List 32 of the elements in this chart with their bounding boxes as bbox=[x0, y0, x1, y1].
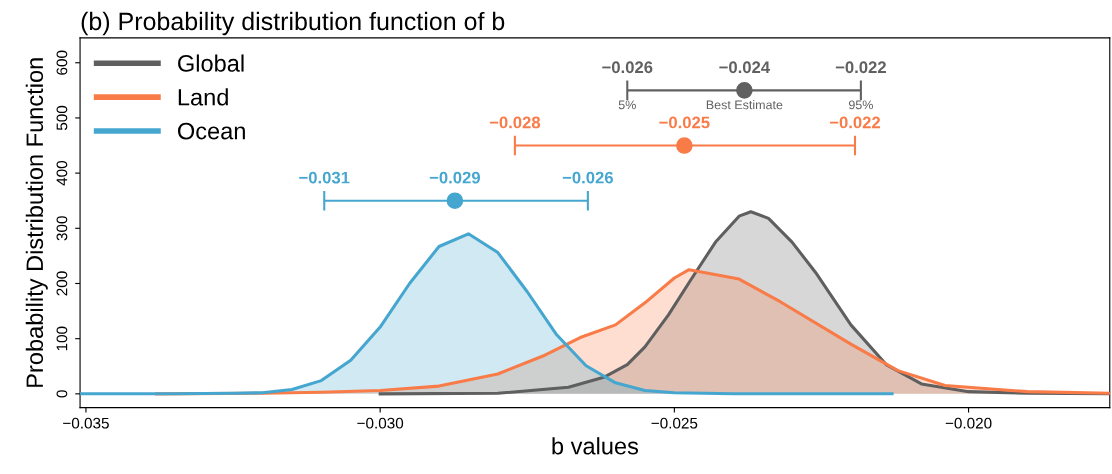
annotation: −0.022 bbox=[835, 61, 886, 74]
annotation: Best Estimate bbox=[706, 100, 783, 110]
point bbox=[676, 137, 693, 154]
annotation: −0.031 bbox=[299, 171, 350, 184]
annotation: −0.028 bbox=[489, 116, 541, 129]
x-tick-label: −0.025 bbox=[651, 417, 698, 429]
annotation: −0.024 bbox=[719, 61, 771, 74]
annotation: 95% bbox=[848, 100, 873, 110]
point bbox=[446, 192, 464, 210]
x-tick-label: −0.020 bbox=[945, 417, 992, 429]
y-tick-label: 100 bbox=[56, 326, 68, 351]
legend-label: Global bbox=[178, 54, 244, 72]
y-tick-label: 600 bbox=[56, 50, 68, 75]
legend-label: Ocean bbox=[177, 122, 245, 140]
point bbox=[736, 82, 753, 99]
y-tick-label: 0 bbox=[56, 390, 68, 398]
chart-title: (b) Probability distribution function of b bbox=[81, 11, 505, 36]
annotation: 5% bbox=[618, 100, 636, 110]
x-tick-label: −0.030 bbox=[357, 417, 404, 429]
y-tick-label: 400 bbox=[56, 160, 68, 186]
y-tick-label: 500 bbox=[56, 105, 68, 131]
x-axis-title: b values bbox=[552, 437, 639, 455]
x-tick-label: −0.035 bbox=[63, 417, 109, 429]
y-tick-label: 200 bbox=[56, 271, 68, 296]
annotation: −0.022 bbox=[829, 116, 881, 129]
annotation: −0.026 bbox=[602, 61, 653, 74]
annotation: −0.026 bbox=[562, 171, 613, 184]
y-axis-title: Probability Distribution Function bbox=[25, 58, 48, 387]
legend-label: Land bbox=[178, 88, 228, 106]
y-tick-label: 300 bbox=[56, 216, 68, 241]
annotation: −0.029 bbox=[429, 171, 480, 184]
annotation: −0.025 bbox=[659, 116, 710, 129]
